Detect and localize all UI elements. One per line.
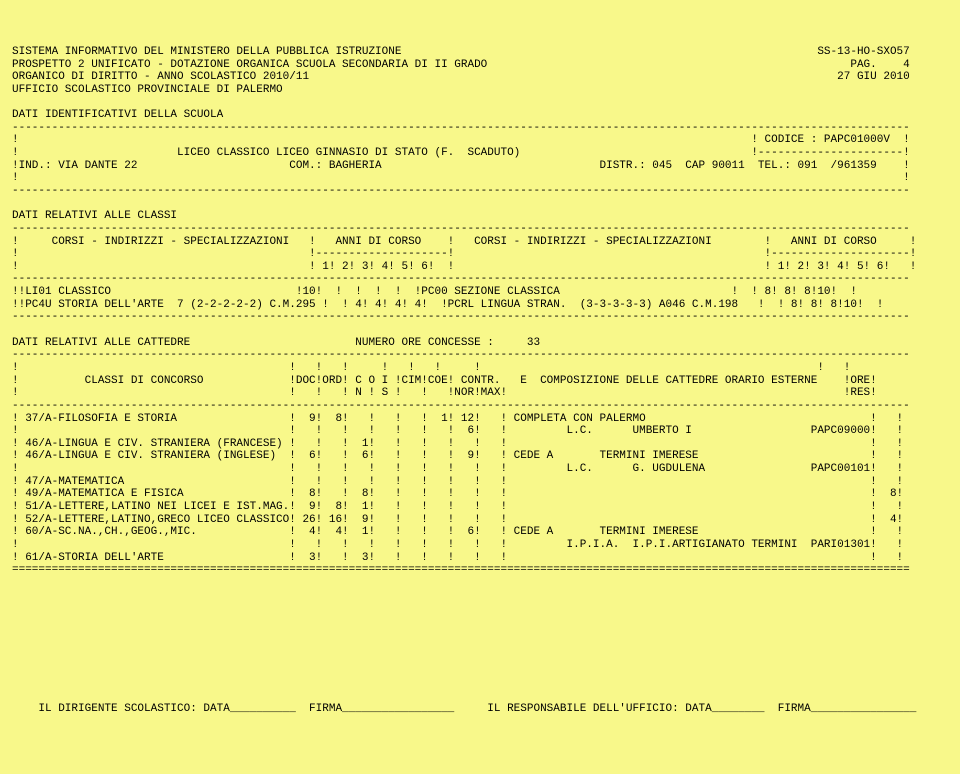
report-page: SISTEMA INFORMATIVO DEL MINISTERO DELLA … [12, 46, 948, 716]
